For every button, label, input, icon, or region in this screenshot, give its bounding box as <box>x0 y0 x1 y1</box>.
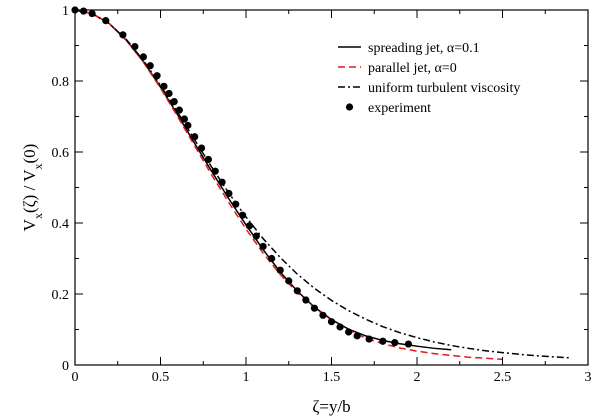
y-tick-label: 0.2 <box>52 288 70 303</box>
experiment-point <box>345 328 353 336</box>
experiment-point <box>245 222 254 230</box>
y-tick-label: 0 <box>62 359 69 374</box>
experiment-point <box>302 296 310 304</box>
x-axis: 0 0.5 1 1.5 2 2.5 3 <box>72 10 592 385</box>
x-tick-label: 3 <box>585 370 592 385</box>
experiment-point <box>336 323 344 331</box>
experiment-point <box>180 115 189 123</box>
experiment-point <box>79 7 88 15</box>
experiment-markers <box>71 6 413 348</box>
experiment-point <box>191 133 199 141</box>
experiment-point <box>276 266 284 274</box>
experiment-point <box>391 339 399 347</box>
experiment-point <box>232 200 240 208</box>
x-tick-label: 1 <box>243 370 250 385</box>
y-tick-label: 0.6 <box>52 146 70 161</box>
x-tick-label: 2.5 <box>494 370 512 385</box>
y-tick-label: 1 <box>62 4 69 19</box>
experiment-point <box>160 82 168 90</box>
experiment-point <box>170 97 178 106</box>
experiment-point <box>139 53 147 61</box>
experiment-point <box>379 337 387 345</box>
experiment-point <box>268 254 276 263</box>
legend-label: experiment <box>368 101 431 116</box>
x-tick-label: 1.5 <box>323 370 341 385</box>
experiment-point <box>88 9 96 18</box>
experiment-point <box>211 167 219 175</box>
experiment-point <box>353 332 361 340</box>
experiment-point <box>102 17 110 25</box>
legend-label: uniform turbulent viscosity <box>368 81 520 96</box>
x-tick-label: 0.5 <box>152 370 170 385</box>
x-tick-label: 0 <box>72 370 79 385</box>
experiment-point <box>131 42 139 51</box>
experiment-point <box>238 211 247 219</box>
legend-label: parallel jet, α=0 <box>368 61 457 76</box>
experiment-point <box>319 311 327 319</box>
experiment-point <box>218 178 226 186</box>
legend: spreading jet, α=0.1 parallel jet, α=0 uni… <box>338 41 520 116</box>
x-axis-title: ζ=y/b <box>312 397 350 416</box>
experiment-point <box>310 304 318 312</box>
experiment-point <box>285 277 293 285</box>
experiment-point <box>184 121 192 129</box>
experiment-point <box>197 144 206 152</box>
x-tick-label: 2 <box>414 370 421 385</box>
experiment-point <box>327 318 336 326</box>
experiment-point <box>293 287 301 295</box>
experiment-point <box>165 89 173 98</box>
experiment-point <box>259 242 267 251</box>
y-tick-label: 0.4 <box>52 217 70 232</box>
experiment-point <box>404 340 413 348</box>
experiment-point <box>146 62 154 70</box>
y-axis: 0 0.2 0.4 0.6 0.8 1 <box>52 4 588 374</box>
experiment-point <box>119 31 127 39</box>
series-line-2 <box>74 9 571 359</box>
legend-label: spreading jet, α=0.1 <box>368 41 480 56</box>
experiment-point <box>153 72 161 80</box>
experiment-point <box>252 232 260 240</box>
legend-marker <box>345 103 354 111</box>
experiment-point <box>225 189 233 198</box>
y-axis-title: Vx(ζ) / Vx(0) <box>20 144 45 232</box>
experiment-point <box>175 106 183 114</box>
experiment-point <box>365 335 373 343</box>
experiment-point <box>204 155 212 164</box>
y-tick-label: 0.8 <box>52 75 70 90</box>
